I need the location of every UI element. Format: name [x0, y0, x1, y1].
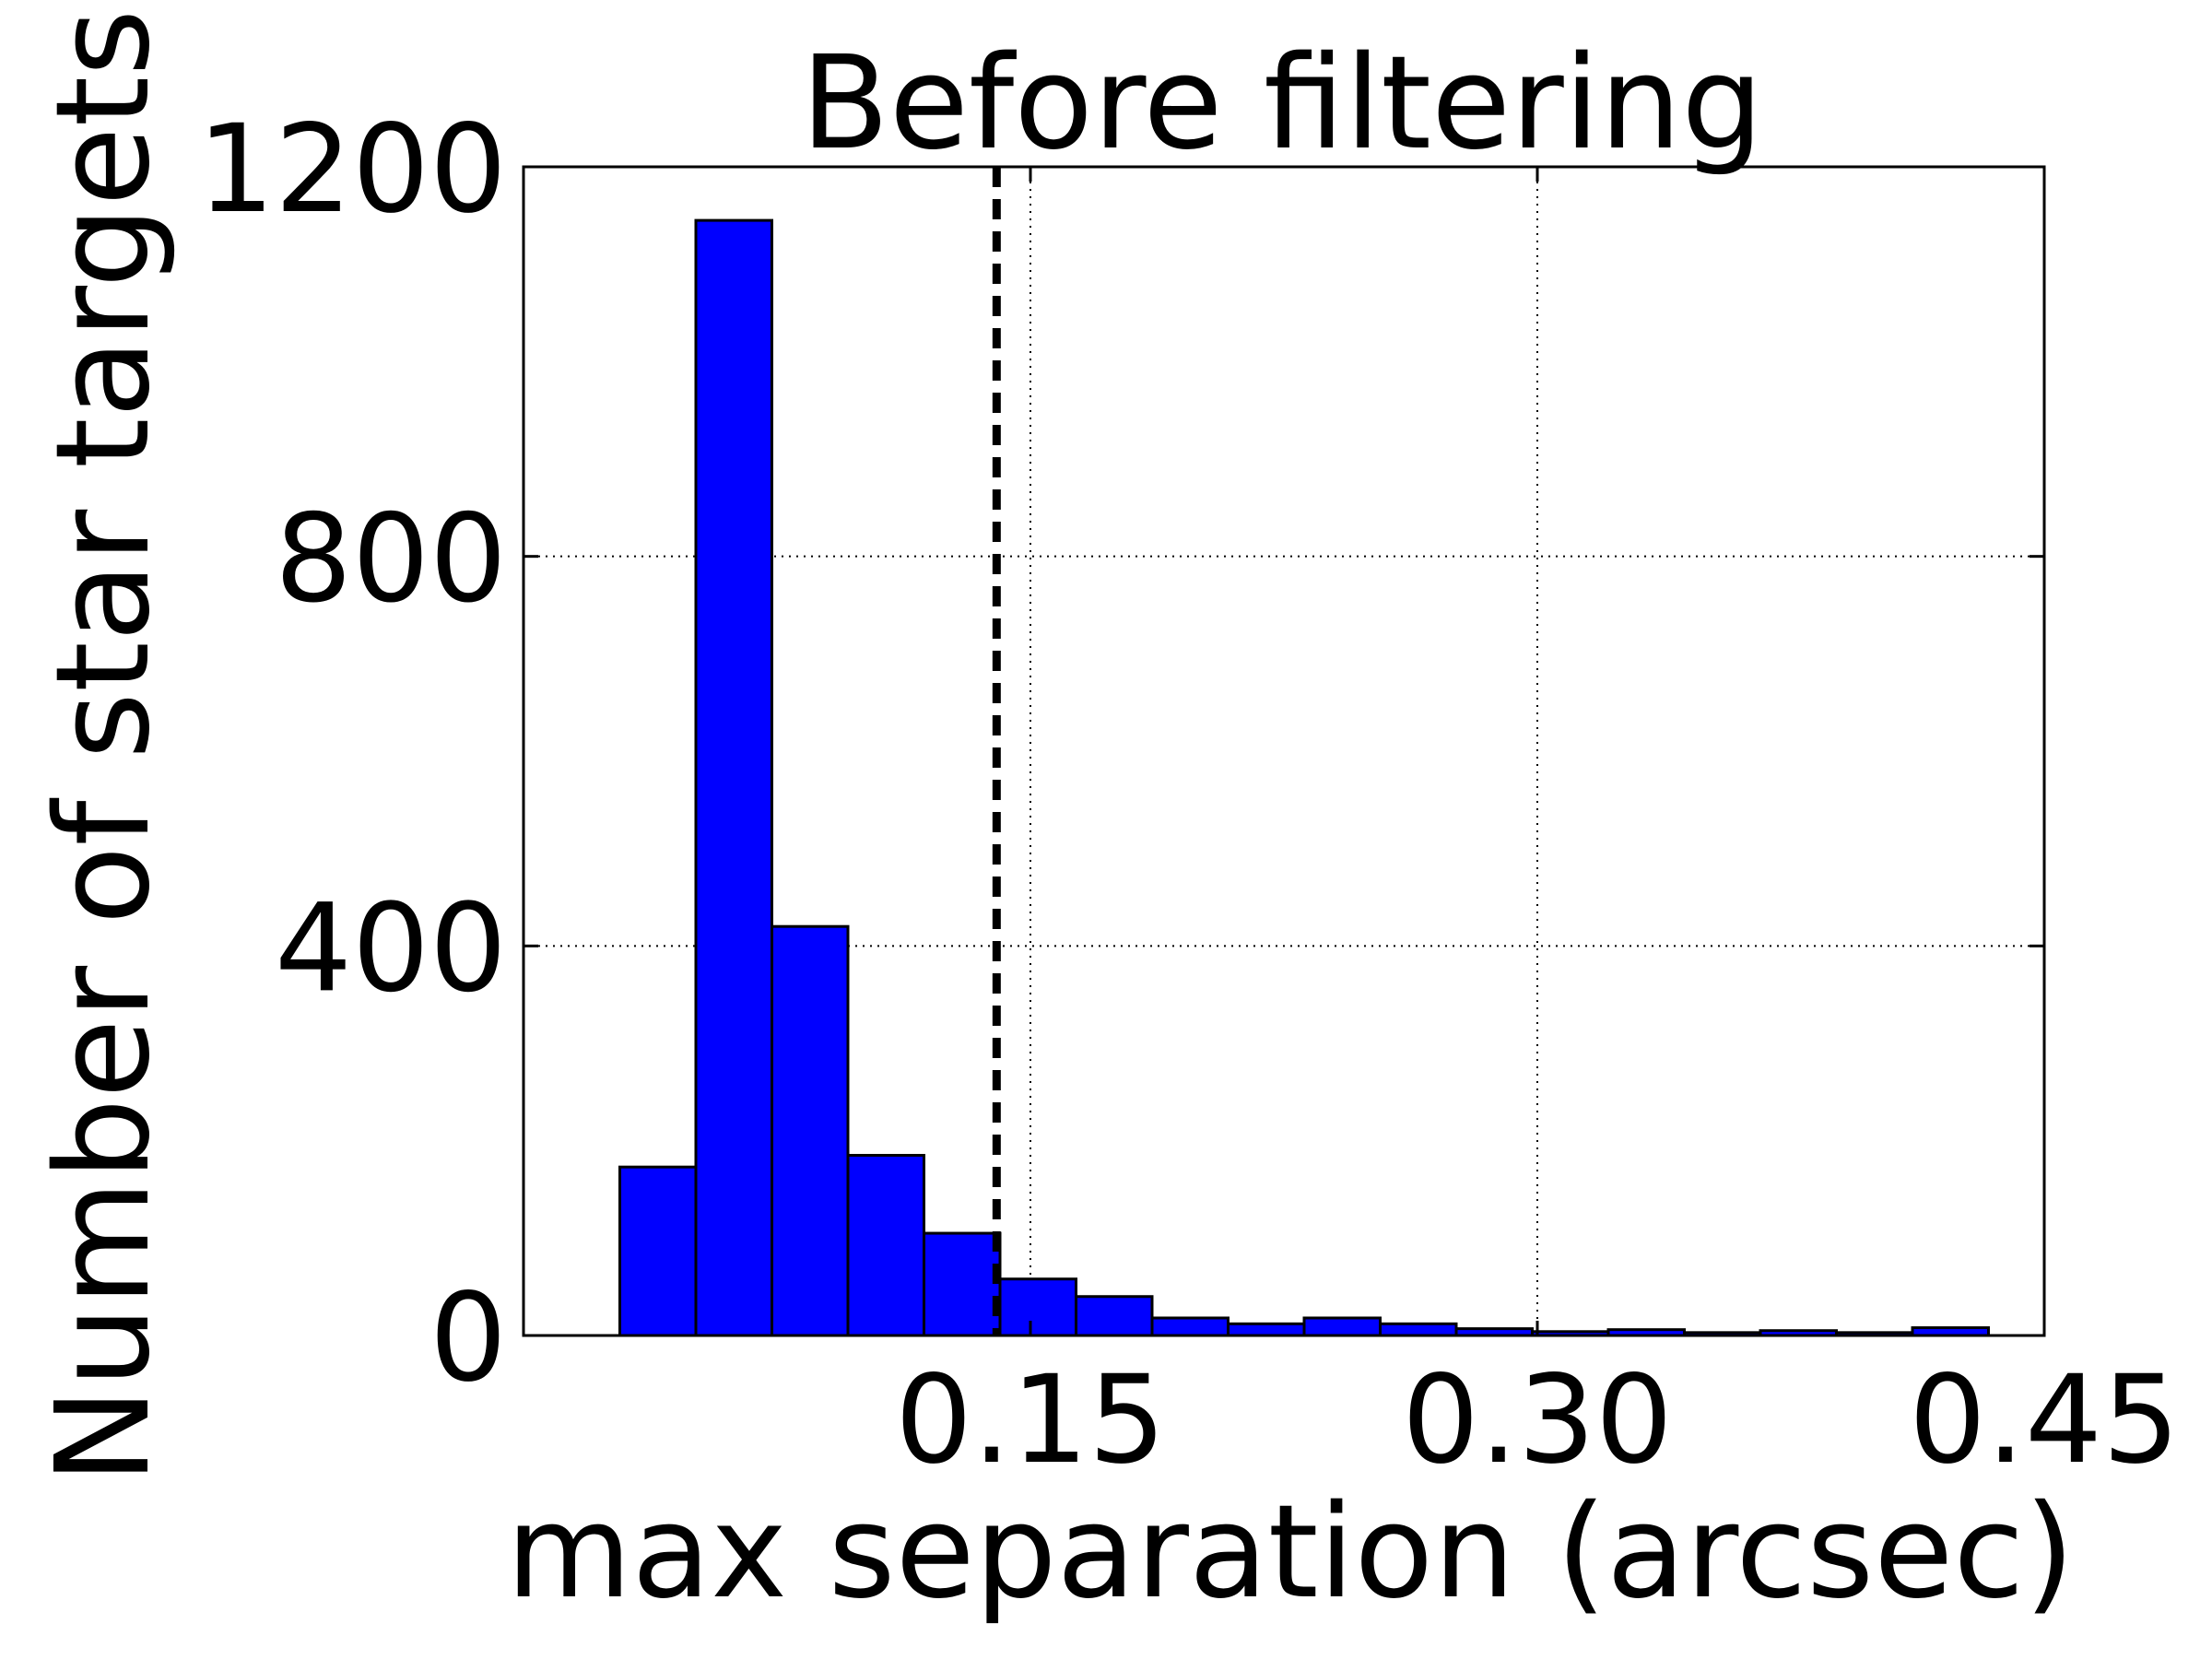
axis-ticks: 0.15 0.30 0.45 0 400 800 1200 — [197, 99, 2180, 1491]
histogram-bar — [771, 924, 850, 1337]
y-axis-label: Number of star targets — [29, 9, 179, 1485]
histogram-bar — [1302, 1316, 1382, 1337]
y-tick-label: 400 — [275, 877, 507, 1019]
x-axis-label: max separation (arcsec) — [506, 1477, 2075, 1628]
histogram-bar — [998, 1277, 1077, 1337]
x-tick-label: 0.30 — [1402, 1349, 1673, 1491]
histogram-bar — [694, 218, 773, 1337]
histogram-bar — [1379, 1322, 1458, 1337]
histogram-bars — [618, 218, 1990, 1337]
histogram-bar — [1150, 1316, 1230, 1337]
histogram-bar — [1227, 1322, 1306, 1337]
histogram-bar — [923, 1231, 1002, 1337]
histogram-bar — [846, 1154, 925, 1337]
plot-frame — [522, 165, 2046, 1337]
y-tick-label: 1200 — [197, 99, 507, 241]
x-tick-label: 0.15 — [895, 1349, 1166, 1491]
x-tick-label: 0.45 — [1909, 1349, 2180, 1491]
histogram-bar — [1075, 1295, 1154, 1337]
chart-title: Before filtering — [801, 29, 1763, 179]
y-tick-label: 0 — [429, 1267, 507, 1409]
histogram-bar — [618, 1165, 698, 1337]
y-tick-label: 800 — [275, 488, 507, 630]
